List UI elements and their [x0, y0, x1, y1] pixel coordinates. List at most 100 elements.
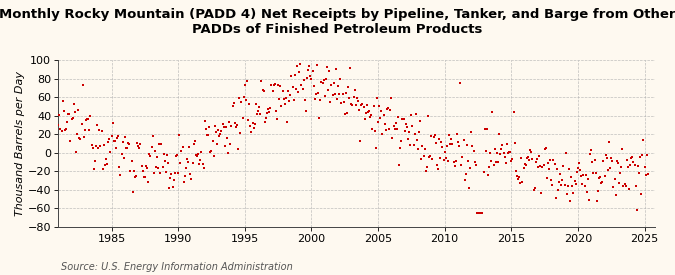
- Point: [136, 164, 147, 168]
- Point: [293, 90, 304, 95]
- Point: [586, 148, 597, 152]
- Point: [500, 155, 510, 160]
- Point: [127, 190, 138, 194]
- Point: [228, 101, 239, 106]
- Point: [180, 174, 190, 178]
- Point: [115, 173, 126, 177]
- Point: [467, 144, 478, 148]
- Point: [384, 126, 395, 131]
- Point: [302, 76, 313, 80]
- Point: [83, 117, 94, 122]
- Point: [250, 102, 261, 106]
- Point: [92, 123, 103, 128]
- Point: [358, 105, 369, 109]
- Point: [519, 162, 530, 166]
- Point: [240, 98, 251, 102]
- Point: [576, 174, 587, 178]
- Point: [133, 144, 144, 148]
- Point: [548, 158, 559, 162]
- Point: [522, 156, 533, 160]
- Point: [143, 180, 154, 184]
- Point: [285, 92, 296, 97]
- Point: [629, 163, 640, 167]
- Point: [357, 102, 368, 106]
- Point: [417, 144, 428, 148]
- Point: [350, 88, 360, 92]
- Point: [450, 164, 460, 168]
- Point: [395, 146, 406, 150]
- Point: [70, 110, 80, 114]
- Point: [529, 186, 540, 191]
- Point: [512, 176, 523, 181]
- Point: [161, 170, 171, 174]
- Point: [400, 129, 410, 133]
- Point: [564, 166, 574, 171]
- Point: [599, 174, 610, 178]
- Point: [558, 163, 569, 168]
- Point: [362, 110, 373, 114]
- Point: [140, 175, 151, 180]
- Point: [58, 109, 69, 114]
- Point: [296, 82, 307, 87]
- Point: [342, 111, 352, 115]
- Point: [352, 96, 362, 100]
- Point: [514, 175, 524, 179]
- Point: [579, 184, 590, 189]
- Point: [493, 132, 504, 137]
- Point: [197, 162, 208, 167]
- Point: [235, 131, 246, 136]
- Point: [106, 134, 117, 139]
- Point: [56, 129, 67, 133]
- Point: [392, 127, 402, 131]
- Point: [103, 140, 113, 144]
- Point: [436, 140, 447, 144]
- Point: [569, 179, 580, 183]
- Point: [359, 116, 370, 121]
- Point: [631, 208, 642, 213]
- Point: [190, 138, 200, 143]
- Point: [187, 161, 198, 166]
- Point: [418, 154, 429, 159]
- Point: [443, 159, 454, 163]
- Point: [217, 122, 228, 127]
- Point: [140, 164, 151, 168]
- Point: [477, 210, 488, 215]
- Point: [371, 95, 382, 100]
- Point: [68, 116, 78, 120]
- Point: [507, 157, 518, 162]
- Point: [205, 149, 216, 154]
- Point: [472, 210, 483, 215]
- Point: [63, 111, 74, 116]
- Point: [114, 165, 125, 169]
- Point: [555, 172, 566, 176]
- Point: [572, 170, 583, 174]
- Point: [236, 100, 247, 104]
- Point: [453, 140, 464, 144]
- Point: [616, 164, 626, 169]
- Point: [302, 68, 313, 73]
- Point: [238, 95, 249, 100]
- Point: [225, 142, 236, 147]
- Point: [111, 145, 122, 150]
- Point: [84, 127, 95, 132]
- Point: [198, 166, 209, 171]
- Point: [607, 159, 618, 164]
- Point: [378, 112, 389, 117]
- Point: [527, 157, 538, 161]
- Point: [204, 125, 215, 129]
- Point: [448, 160, 459, 164]
- Point: [465, 166, 476, 170]
- Point: [615, 171, 626, 175]
- Point: [323, 88, 333, 92]
- Point: [85, 114, 96, 118]
- Point: [271, 116, 282, 121]
- Point: [281, 119, 292, 124]
- Point: [230, 125, 241, 130]
- Point: [549, 162, 560, 166]
- Point: [134, 145, 144, 150]
- Point: [175, 160, 186, 165]
- Point: [122, 146, 132, 150]
- Point: [475, 210, 485, 215]
- Point: [352, 99, 363, 103]
- Point: [509, 141, 520, 145]
